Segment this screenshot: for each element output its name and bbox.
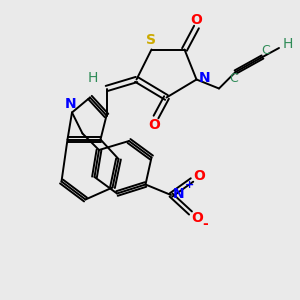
Text: N: N — [199, 71, 211, 85]
Text: -: - — [202, 218, 208, 231]
Text: O: O — [190, 13, 202, 26]
Text: O: O — [148, 118, 160, 132]
Text: H: H — [283, 37, 293, 50]
Text: N: N — [65, 97, 76, 111]
Text: +: + — [185, 179, 194, 190]
Text: C: C — [261, 44, 270, 57]
Text: O: O — [191, 212, 203, 225]
Text: N: N — [173, 187, 184, 200]
Text: S: S — [146, 34, 156, 47]
Text: H: H — [88, 71, 98, 85]
Text: C: C — [230, 72, 238, 85]
Text: O: O — [194, 169, 206, 183]
